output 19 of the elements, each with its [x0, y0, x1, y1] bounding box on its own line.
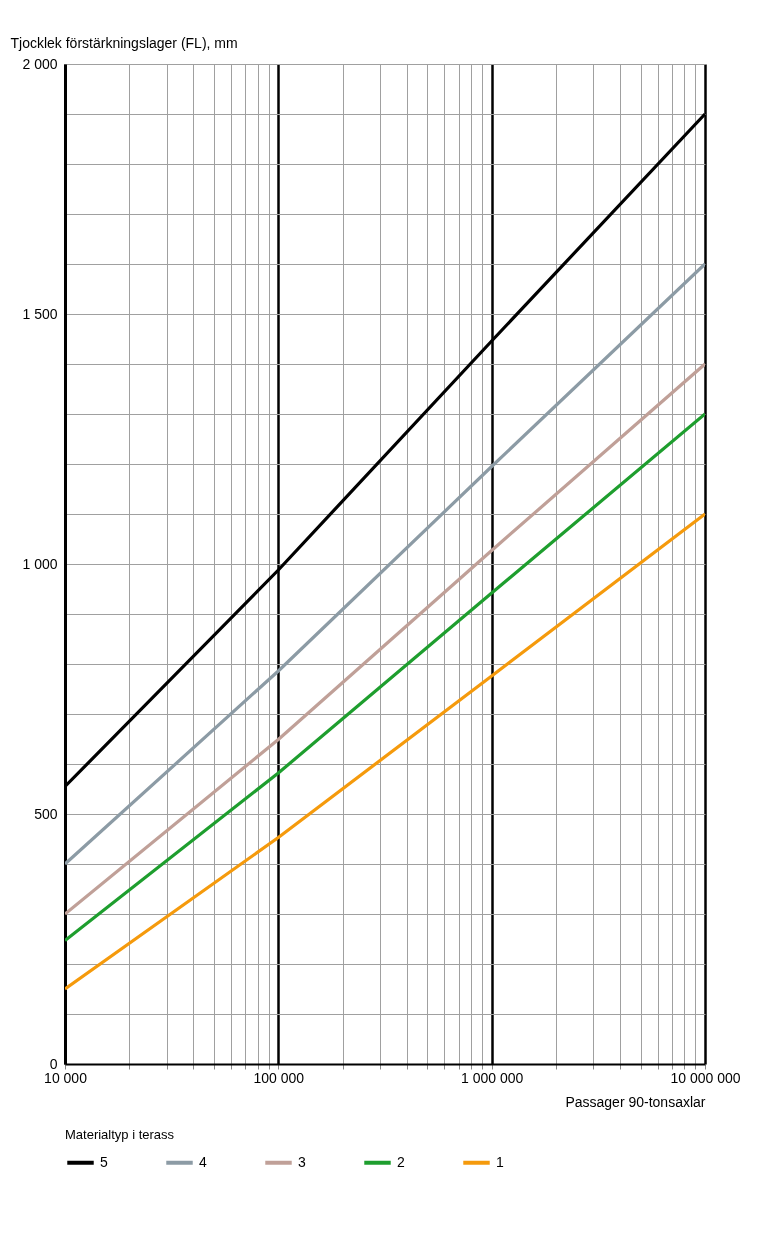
legend-title: Materialtyp i terass [65, 1127, 175, 1142]
y-tick-label: 1 500 [22, 305, 58, 322]
y-tick-label: 2 000 [22, 55, 58, 72]
legend-label: 3 [298, 1153, 306, 1170]
x-axis-title: Passager 90-tonsaxlar [565, 1093, 706, 1110]
y-axis-title: Tjocklek förstärkningslager (FL), mm [10, 34, 238, 51]
y-tick-label: 0 [49, 1055, 58, 1072]
legend-label: 2 [397, 1153, 405, 1170]
legend-label: 4 [199, 1153, 207, 1170]
legend-label: 5 [100, 1153, 108, 1170]
x-tick-label: 10 000 000 [670, 1069, 741, 1086]
y-tick-label: 1 000 [22, 555, 58, 572]
line-series [65, 512, 705, 991]
x-tick-label: 10 000 [44, 1069, 88, 1086]
x-tick-label: 1 000 000 [461, 1069, 524, 1086]
x-tick-label: 100 000 [253, 1069, 305, 1086]
y-tick-label: 500 [34, 805, 58, 822]
line-series [65, 262, 705, 866]
legend-label: 1 [496, 1153, 504, 1170]
